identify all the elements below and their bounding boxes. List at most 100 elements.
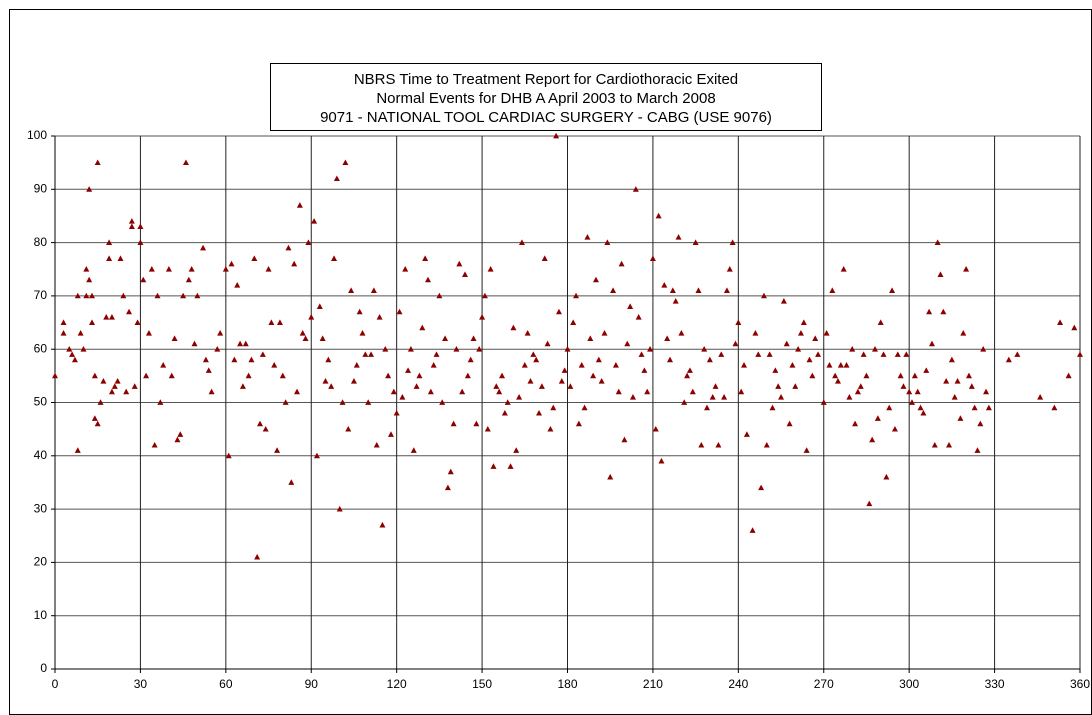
data-point (846, 393, 853, 400)
data-point (108, 388, 115, 395)
data-point (416, 372, 423, 379)
data-point (760, 292, 767, 299)
x-tick-label: 0 (52, 677, 59, 691)
data-point (194, 292, 201, 299)
data-point (647, 346, 654, 352)
data-point (353, 361, 360, 368)
data-point (91, 372, 98, 379)
data-point (137, 239, 144, 245)
data-point (689, 388, 696, 395)
data-point (974, 447, 981, 453)
data-point (393, 409, 400, 416)
x-tick-label: 30 (134, 677, 148, 691)
data-point (872, 346, 878, 352)
data-point (339, 399, 346, 405)
data-point (1051, 404, 1058, 411)
y-tick-label: 20 (34, 555, 48, 569)
data-point (91, 415, 98, 421)
x-tick-label: 150 (472, 677, 492, 691)
data-point (547, 425, 554, 432)
data-point (866, 500, 873, 507)
data-point (891, 425, 898, 432)
data-point (863, 372, 870, 379)
data-point (74, 292, 81, 299)
data-point (396, 308, 403, 315)
data-point (820, 399, 827, 405)
data-point (632, 186, 639, 192)
data-point (612, 361, 619, 368)
data-point (977, 420, 984, 427)
data-point (954, 377, 961, 384)
data-point (174, 436, 181, 443)
data-point (840, 266, 847, 272)
data-point (527, 377, 534, 384)
data-point (906, 388, 913, 395)
data-point (723, 287, 730, 293)
data-point (282, 399, 289, 405)
data-point (370, 287, 377, 293)
data-point (911, 372, 918, 379)
data-point (123, 388, 130, 395)
y-tick-label: 40 (34, 448, 48, 462)
data-point (419, 324, 426, 331)
data-point (140, 276, 147, 283)
data-point (450, 420, 457, 427)
data-point (479, 314, 486, 320)
data-point (274, 447, 281, 453)
data-point (741, 361, 748, 368)
data-point (937, 271, 944, 277)
data-point (698, 441, 705, 448)
data-point (752, 330, 759, 336)
data-point (157, 399, 164, 405)
data-point (308, 314, 315, 320)
data-point (960, 330, 967, 336)
data-point (424, 276, 431, 283)
data-point (581, 404, 588, 411)
data-point (83, 266, 90, 272)
data-point (709, 393, 716, 400)
data-point (294, 388, 301, 395)
data-point (780, 298, 787, 304)
data-point (894, 351, 901, 357)
data-point (390, 388, 397, 395)
data-point (356, 308, 363, 315)
data-point (832, 372, 839, 379)
data-point (134, 319, 141, 325)
data-point (137, 223, 144, 230)
data-point (889, 287, 896, 293)
data-point (171, 335, 178, 341)
data-point (669, 287, 676, 293)
data-point (291, 260, 298, 267)
data-point (829, 287, 836, 293)
data-point (257, 420, 263, 427)
data-point (684, 372, 691, 379)
data-point (928, 340, 935, 347)
data-point (74, 447, 81, 453)
data-point (615, 388, 622, 395)
data-point (963, 266, 970, 272)
data-point (379, 521, 386, 528)
data-point (692, 239, 699, 245)
data-point (493, 383, 500, 389)
data-point (182, 159, 189, 166)
data-point (590, 372, 597, 379)
data-point (786, 420, 793, 427)
x-tick-label: 270 (814, 677, 834, 691)
data-point (265, 266, 272, 272)
data-point (860, 351, 867, 357)
data-point (809, 372, 816, 379)
data-point (763, 441, 770, 448)
data-point (331, 255, 338, 261)
data-point (729, 239, 736, 245)
data-point (456, 260, 463, 267)
data-point (470, 335, 477, 341)
data-point (570, 319, 577, 325)
data-point (97, 399, 104, 405)
data-point (1057, 319, 1064, 325)
data-point (60, 319, 67, 325)
data-point (869, 436, 876, 443)
data-point (946, 441, 953, 448)
data-point (490, 463, 497, 469)
data-point (305, 239, 312, 245)
data-point (649, 255, 656, 261)
